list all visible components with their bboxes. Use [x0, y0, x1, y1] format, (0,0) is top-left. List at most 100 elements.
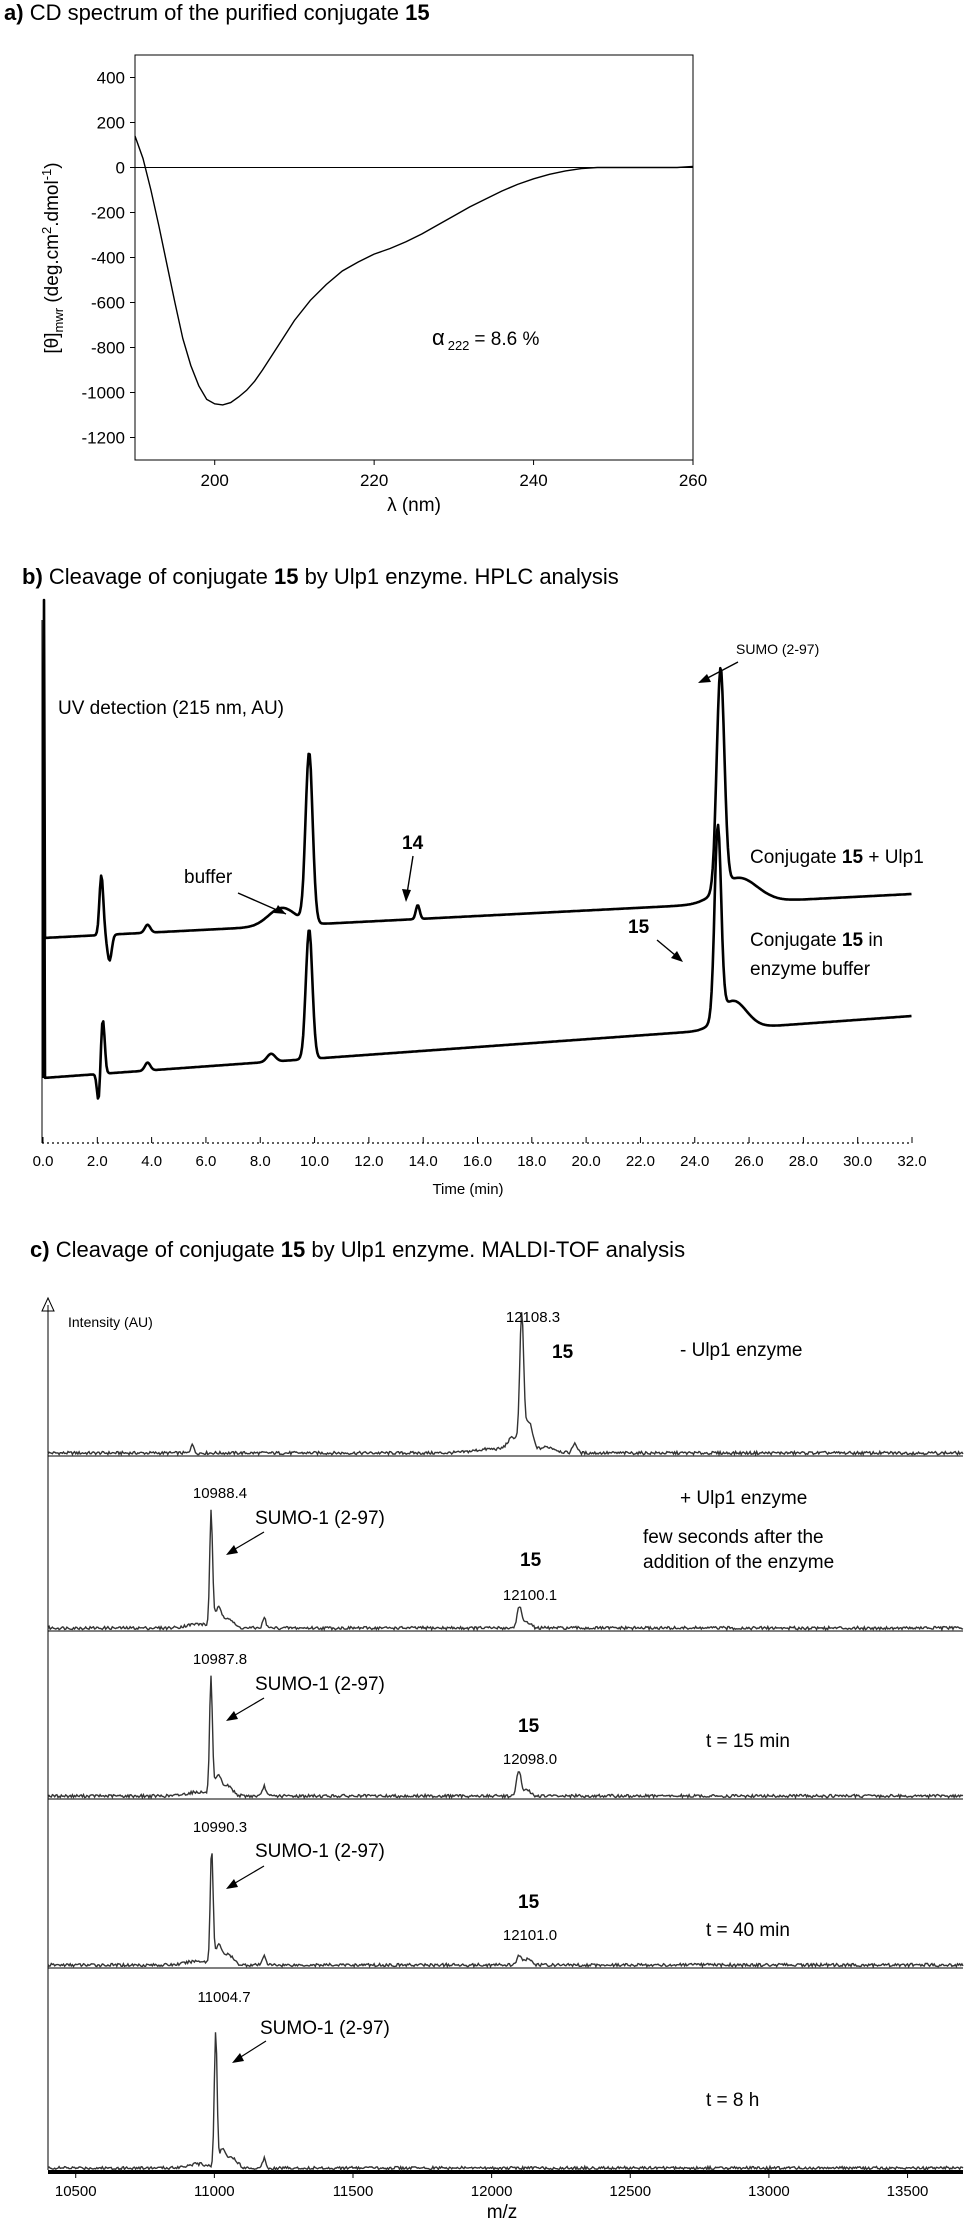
panel-c-x-tick-label: 13500	[887, 2183, 929, 2200]
panel-c-x-tick-label: 11500	[333, 2183, 374, 2200]
panel-a-y-tick-label: -400	[91, 249, 125, 268]
panel-b-x-tick-label: 0.0	[33, 1153, 54, 1170]
panel-b-trace-ulp1	[41, 598, 912, 962]
panel-c-x-tick-label: 10500	[55, 2183, 97, 2200]
spectrum5-condition: t = 8 h	[706, 2090, 759, 2111]
spectrum4-condition: t = 40 min	[706, 1920, 790, 1941]
panel-b-x-tick-label: 4.0	[141, 1153, 162, 1170]
panel-c-x-tick-label: 13000	[748, 2183, 790, 2200]
panel-c-x-axis-label: m/z	[487, 2202, 518, 2223]
spectrum1-trace	[47, 1312, 964, 1457]
spectrum2-sumo-arrowhead	[226, 1545, 238, 1555]
panel-a-x-tick-label: 200	[201, 471, 229, 490]
spectrum2-compound-label: 15	[520, 1550, 542, 1571]
panel-a-y-tick-label: -800	[91, 339, 125, 358]
spectrum4-trace	[47, 1853, 964, 1969]
panel-a-caption: a) CD spectrum of the purified conjugate…	[4, 0, 430, 25]
spectrum3-trace	[47, 1675, 964, 1800]
panel-c-caption: c) Cleavage of conjugate 15 by Ulp1 enzy…	[30, 1237, 685, 1262]
panel-a-y-tick-label: 0	[116, 159, 125, 178]
panel-b-peak-14-label: 14	[402, 833, 424, 854]
panel-a-helicity-annotation: α 222 = 8.6 %	[432, 325, 539, 353]
panel-b-trace-buffer	[41, 728, 912, 1100]
panel-b: b) Cleavage of conjugate 15 by Ulp1 enzy…	[22, 564, 927, 1198]
panel-b-buffer-label: buffer	[184, 867, 233, 888]
panel-a-cd-curve	[134, 135, 694, 406]
spectrum3-sumo-label: SUMO-1 (2-97)	[255, 1674, 385, 1695]
panel-b-caption: b) Cleavage of conjugate 15 by Ulp1 enzy…	[22, 564, 619, 589]
panel-b-sumo-arrowhead	[698, 674, 711, 683]
panel-c-x-axis	[48, 2170, 963, 2174]
spectrum5-sumo-arrowhead	[232, 2053, 244, 2063]
panel-c-x-tick-label: 11000	[194, 2183, 235, 2200]
spectrum2-condition: + Ulp1 enzyme	[680, 1488, 807, 1509]
panel-b-x-tick-label: 10.0	[300, 1153, 329, 1170]
spectrum4-sumo-label: SUMO-1 (2-97)	[255, 1841, 385, 1862]
panel-a-y-tick-label: -1000	[82, 384, 125, 403]
panel-a-y-tick-label: 200	[97, 114, 125, 133]
panel-b-x-tick-label: 20.0	[572, 1153, 601, 1170]
spectrum4-sumo-arrowhead	[226, 1879, 238, 1889]
spectrum3-sumo-value: 10987.8	[193, 1651, 247, 1668]
spectrum2-trace	[47, 1509, 964, 1632]
panel-b-sumo-label: SUMO (2-97)	[736, 641, 819, 657]
panel-a-x-tick-label: 260	[679, 471, 707, 490]
panel-b-x-tick-label: 6.0	[196, 1153, 217, 1170]
panel-a-y-ticks: 400 200 0 -200 -400 -600 -800 -1000 -1200	[82, 69, 135, 448]
spectrum3-sumo-arrowhead	[226, 1711, 238, 1721]
panel-b-x-tick-label: 28.0	[789, 1153, 818, 1170]
panel-b-trace1-label: Conjugate 15 + Ulp1	[750, 847, 924, 868]
panel-c: c) Cleavage of conjugate 15 by Ulp1 enzy…	[30, 1237, 964, 2223]
spectrum2-sumo-value: 10988.4	[193, 1485, 247, 1502]
panel-c-x-ticks: 10500 11000 11500 12000 12500 13000 13500	[55, 2170, 929, 2200]
panel-b-x-ticks: 0.0 2.0 4.0 6.0 8.0 10.0 12.0 14.0 16.0 18.0 20.0 2…	[33, 1137, 927, 1170]
spectrum4-peak15-value: 12101.0	[503, 1927, 557, 1944]
panel-b-x-tick-label: 12.0	[354, 1153, 383, 1170]
panel-b-uv-label: UV detection (215 nm, AU)	[58, 698, 284, 719]
panel-c-y-axis-label: Intensity (AU)	[68, 1314, 153, 1330]
spectrum4-sumo-value: 10990.3	[193, 1819, 247, 1836]
panel-a-x-ticks: 200 220 240 260	[201, 460, 707, 490]
panel-b-trace2-label-line2: enzyme buffer	[750, 959, 871, 980]
panel-c-x-tick-label: 12000	[471, 2183, 513, 2200]
panel-b-peak-14-arrowhead	[402, 889, 411, 902]
panel-b-peak-15-label: 15	[628, 917, 650, 938]
spectrum2-peak15-value: 12100.1	[503, 1587, 557, 1604]
panel-c-y-axis-arrow	[41, 1296, 55, 1312]
panel-a-x-axis-label: λ (nm)	[387, 495, 441, 516]
panel-a-plot-frame	[134, 54, 694, 461]
spectrum3-compound-label: 15	[518, 1716, 540, 1737]
panel-c-spectra	[47, 1312, 964, 2172]
panel-a-y-tick-label: 400	[97, 69, 125, 88]
panel-c-x-tick-label: 12500	[609, 2183, 651, 2200]
spectrum3-peak15-value: 12098.0	[503, 1751, 557, 1768]
spectrum4-compound-label: 15	[518, 1892, 540, 1913]
spectrum1-condition: - Ulp1 enzyme	[680, 1340, 803, 1361]
panel-b-trace2-label: Conjugate 15 in	[750, 930, 883, 951]
panel-a-x-tick-label: 240	[519, 471, 547, 490]
panel-b-peak-15-arrowhead	[671, 951, 683, 962]
spectrum3-condition: t = 15 min	[706, 1731, 790, 1752]
panel-b-x-tick-label: 2.0	[87, 1153, 108, 1170]
spectrum1-peak15-value: 12108.3	[506, 1309, 560, 1326]
spectrum2-sumo-label: SUMO-1 (2-97)	[255, 1508, 385, 1529]
panel-b-x-tick-label: 18.0	[517, 1153, 546, 1170]
panel-a-y-tick-label: -200	[91, 204, 125, 223]
spectrum2-note-line1: few seconds after the	[643, 1527, 824, 1548]
panel-b-x-axis-label: Time (min)	[432, 1181, 503, 1198]
panel-b-x-tick-label: 24.0	[680, 1153, 709, 1170]
spectrum5-trace	[47, 2032, 964, 2172]
spectrum1-compound-label: 15	[552, 1342, 574, 1363]
panel-b-x-tick-label: 30.0	[843, 1153, 872, 1170]
panel-b-x-tick-label: 26.0	[734, 1153, 763, 1170]
panel-a-x-tick-label: 220	[360, 471, 388, 490]
spectrum5-sumo-label: SUMO-1 (2-97)	[260, 2018, 390, 2039]
panel-b-buffer-arrowhead	[274, 905, 286, 914]
panel-b-x-tick-label: 14.0	[409, 1153, 438, 1170]
panel-b-x-tick-label: 22.0	[626, 1153, 655, 1170]
panel-a-y-tick-label: -1200	[82, 429, 125, 448]
spectrum5-sumo-value: 11004.7	[197, 1989, 250, 2006]
panel-a-y-axis-label: [θ]mwr (deg.cm2.dmol-1)	[39, 162, 66, 353]
panel-a: a) CD spectrum of the purified conjugate…	[4, 0, 707, 516]
